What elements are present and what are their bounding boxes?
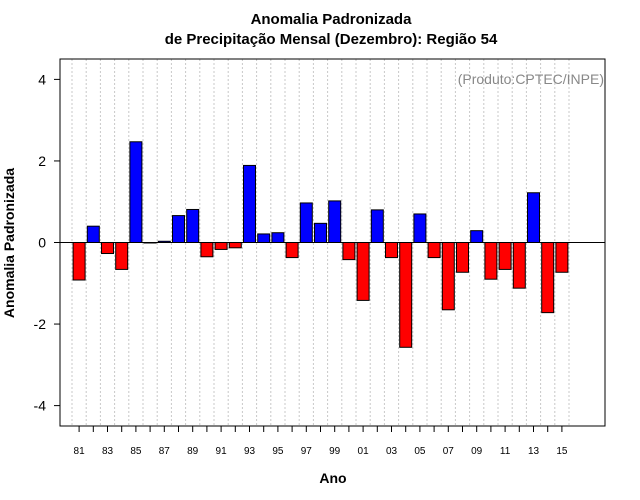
bar-04 xyxy=(399,242,413,348)
bar-02 xyxy=(370,209,384,243)
x-tick-label: 95 xyxy=(272,446,284,457)
bar-12 xyxy=(512,242,526,289)
bar-09 xyxy=(470,230,484,243)
y-tick-label: -4 xyxy=(34,398,47,414)
y-tick-label: 2 xyxy=(38,153,46,169)
y-tick-label: 4 xyxy=(38,71,46,87)
bar-83 xyxy=(101,242,114,255)
bar-97 xyxy=(299,202,313,243)
x-tick-label: 83 xyxy=(102,446,114,457)
bar-05 xyxy=(413,213,427,243)
bar-98 xyxy=(314,222,327,243)
bar-15 xyxy=(555,242,569,273)
bar-14 xyxy=(541,242,555,314)
x-tick-label: 13 xyxy=(528,446,540,457)
bar-08 xyxy=(456,242,469,273)
y-tick-label: -2 xyxy=(34,316,47,332)
bar-13 xyxy=(527,192,540,244)
bar-03 xyxy=(385,242,398,259)
bar-96 xyxy=(285,242,299,259)
x-tick-label: 05 xyxy=(414,446,426,457)
x-tick-label: 91 xyxy=(216,446,228,457)
source-credit: (Produto:CPTEC/INPE) xyxy=(458,71,604,87)
y-axis: -4 -2 0 2 4 xyxy=(34,71,60,414)
x-tick-label: 81 xyxy=(74,446,86,457)
bar-85 xyxy=(129,141,143,243)
chart-subtitle: de Precipitação Mensal (Dezembro): Regiã… xyxy=(165,31,498,48)
x-tick-label: 99 xyxy=(329,446,341,457)
bar-91 xyxy=(214,242,228,250)
chart-title: Anomalia Padronizada xyxy=(251,11,413,28)
x-tick-label: 85 xyxy=(130,446,142,457)
bar-88 xyxy=(172,215,185,244)
bar-92 xyxy=(228,242,242,249)
vertical-gridlines xyxy=(71,59,570,426)
x-tick-label: 87 xyxy=(159,446,171,457)
x-tick-label: 97 xyxy=(301,446,313,457)
y-tick-label: 0 xyxy=(38,235,46,251)
x-tick-label: 89 xyxy=(187,446,199,457)
x-tick-label: 93 xyxy=(244,446,256,457)
x-tick-label: 11 xyxy=(500,446,511,457)
bar-10 xyxy=(484,242,498,280)
bar-06 xyxy=(427,242,441,259)
bar-93 xyxy=(243,164,256,243)
bar-95 xyxy=(271,232,285,243)
x-axis: 81 83 85 87 89 91 93 95 97 99 01 03 05 07 09 11 13 15 xyxy=(74,426,568,457)
x-tick-label: 15 xyxy=(556,446,568,457)
bar-84 xyxy=(115,242,129,270)
bar-82 xyxy=(86,225,100,243)
bar-81 xyxy=(72,242,86,281)
bar-89 xyxy=(186,208,200,243)
bar-07 xyxy=(441,242,455,311)
x-axis-label: Ano xyxy=(319,470,346,486)
bar-01 xyxy=(356,242,370,301)
bar-94 xyxy=(257,233,271,243)
x-tick-label: 07 xyxy=(443,446,455,457)
x-tick-label: 01 xyxy=(358,446,370,457)
bars-group xyxy=(72,141,569,348)
y-axis-label: Anomalia Padronizada xyxy=(1,168,17,318)
bar-99 xyxy=(328,200,342,243)
x-tick-label: 09 xyxy=(471,446,483,457)
bar-90 xyxy=(200,242,214,258)
x-tick-label: 03 xyxy=(386,446,398,457)
bar-11 xyxy=(498,242,512,270)
bar-00 xyxy=(342,242,356,261)
